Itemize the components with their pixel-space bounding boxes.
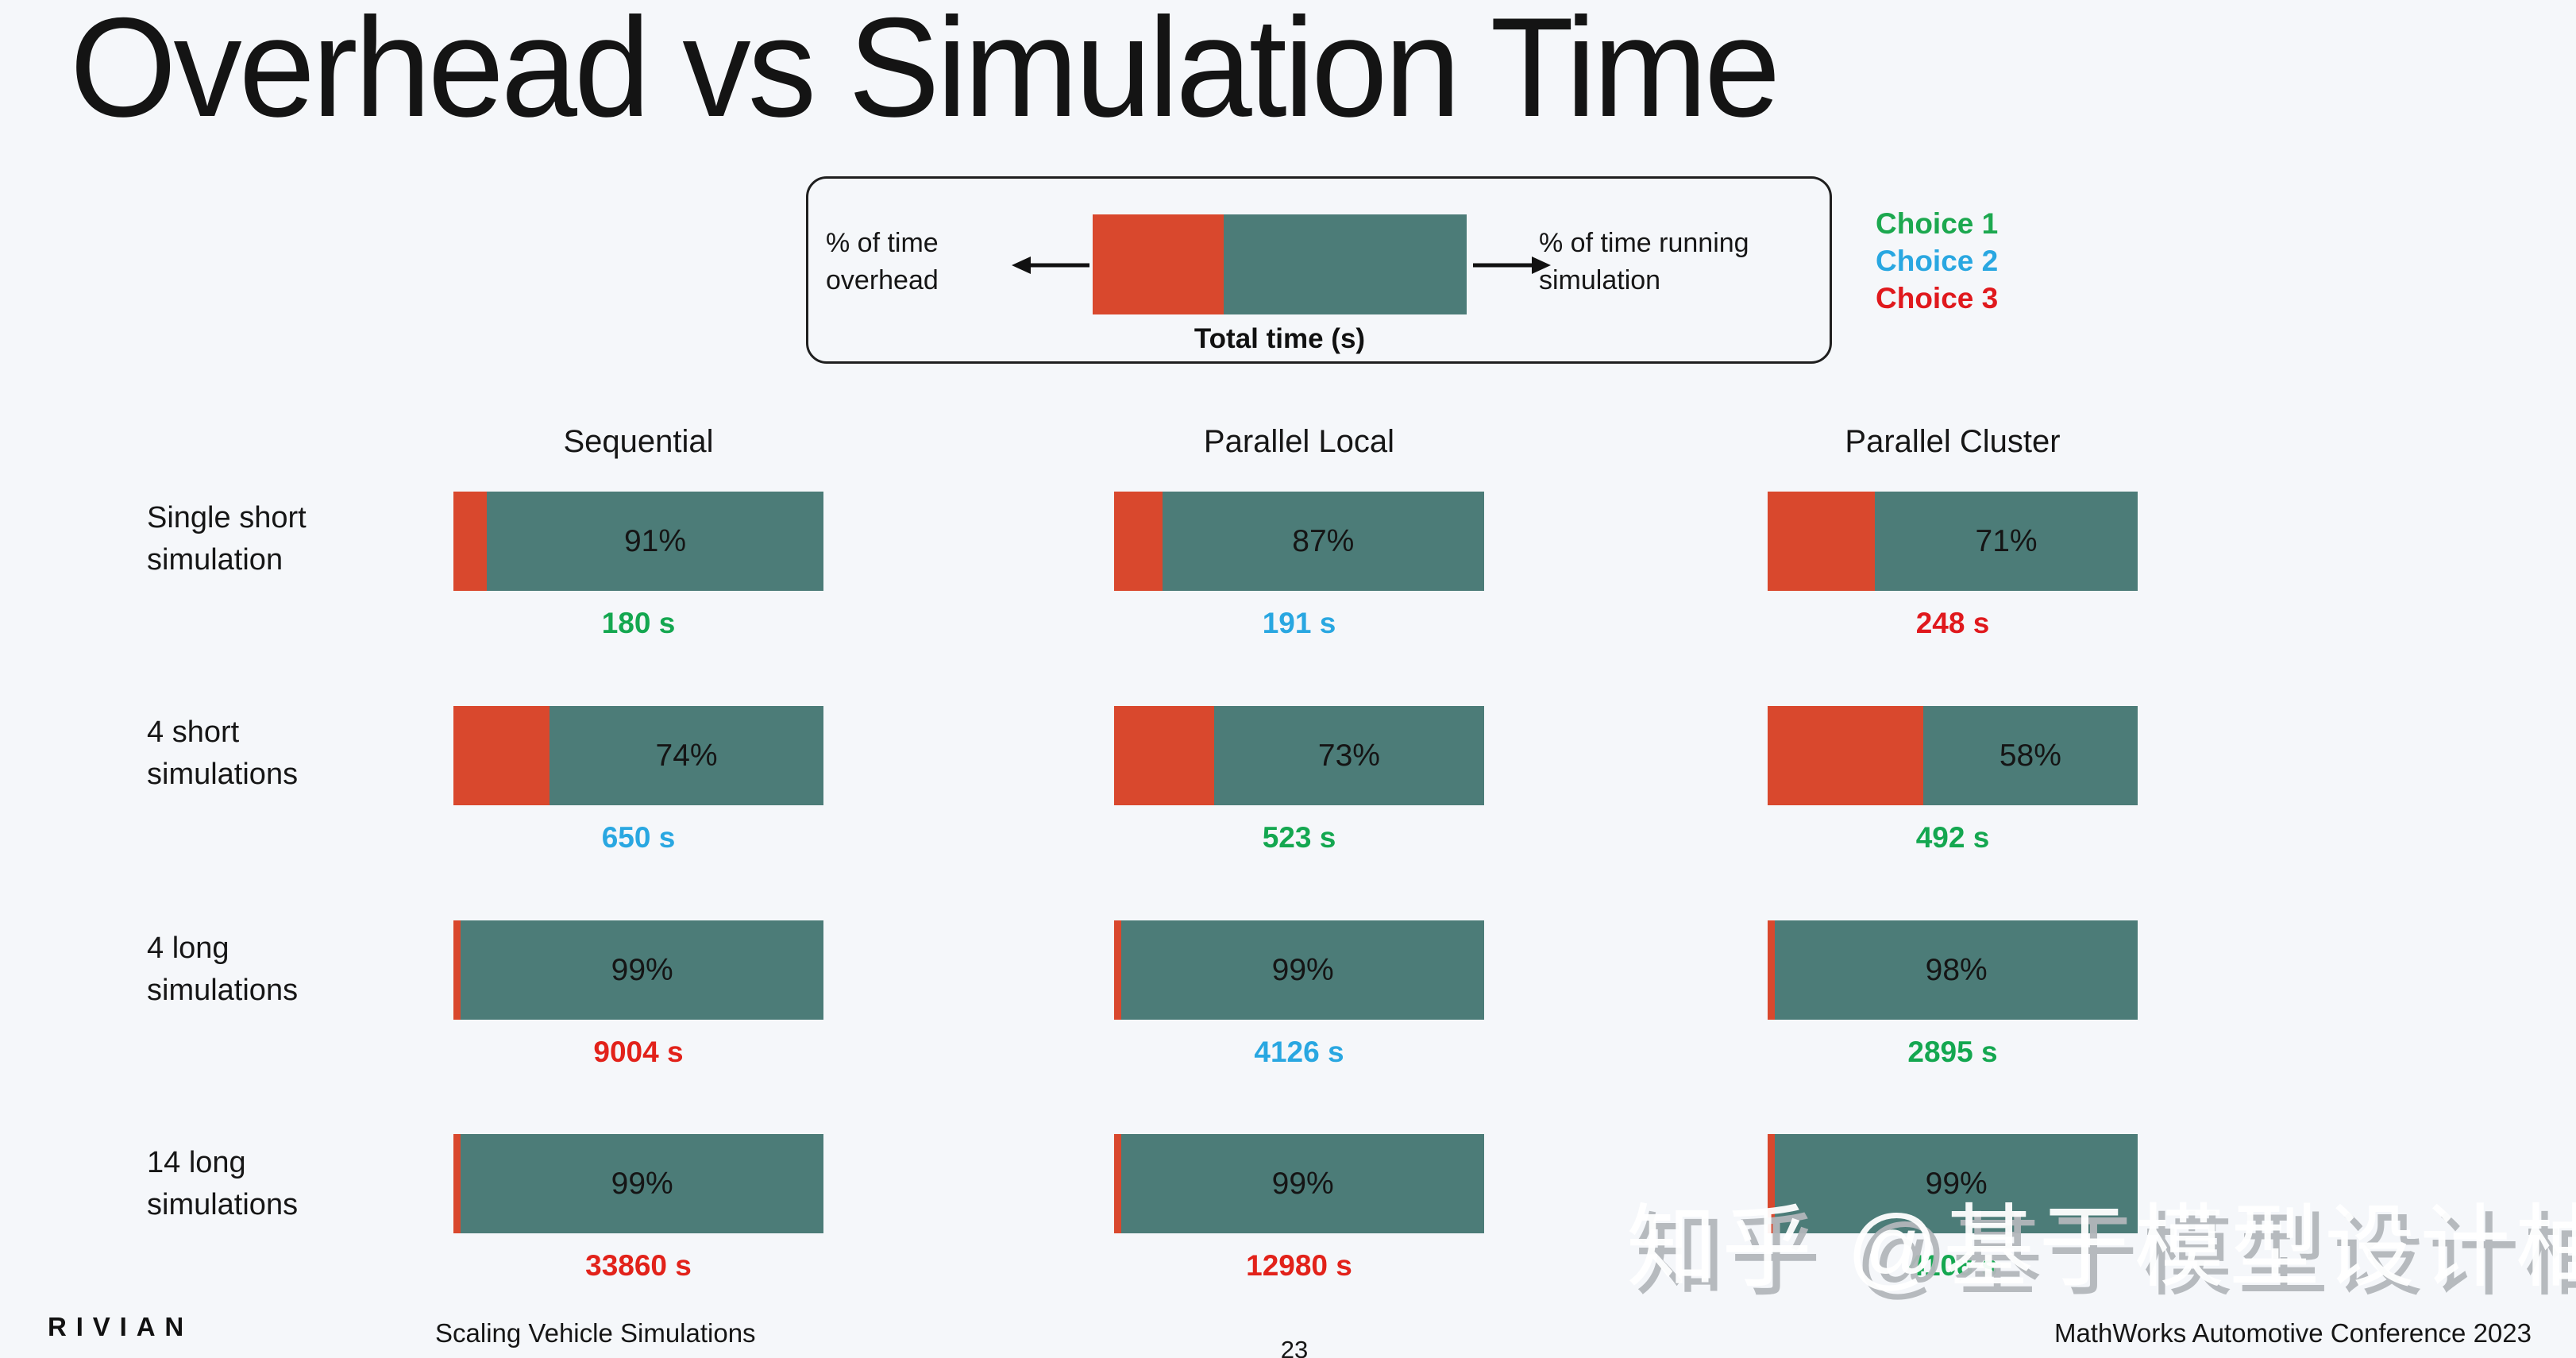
row-label-4-short: 4 short simulations — [147, 716, 299, 791]
choices-list: Choice 1 Choice 2 Choice 3 — [1876, 205, 1998, 317]
simulation-percent-label: 99% — [1271, 1166, 1334, 1201]
simulation-percent-label: 73% — [1317, 738, 1380, 773]
chart-cell: 71% 248 s — [1768, 492, 2138, 640]
simulation-segment: 99% — [1775, 1134, 2138, 1233]
overhead-segment — [1114, 706, 1214, 805]
footer-deck-title: Scaling Vehicle Simulations — [435, 1318, 756, 1348]
stacked-bar: 98% — [1768, 920, 2138, 1020]
stacked-bar: 99% — [1768, 1134, 2138, 1233]
overhead-segment — [1114, 492, 1163, 591]
column-header-sequential: Sequential — [563, 424, 714, 459]
simulation-percent-label: 99% — [1271, 952, 1334, 987]
simulation-segment: 74% — [550, 706, 823, 805]
total-time-label: 492 s — [1915, 821, 1990, 854]
simulation-segment: 91% — [486, 492, 823, 591]
row-label-single-short: Single short simulation — [147, 501, 307, 577]
simulation-percent-label: 87% — [1292, 523, 1355, 558]
stacked-bar: 58% — [1768, 706, 2138, 805]
chart-cell: 99% 33860 s — [453, 1134, 823, 1283]
chart-cell: 98% 2895 s — [1768, 920, 2138, 1069]
legend-overhead-segment — [1093, 214, 1224, 314]
footer-conference: MathWorks Automotive Conference 2023 — [2053, 1318, 2532, 1348]
choice-3-label: Choice 3 — [1876, 282, 1999, 314]
simulation-segment: 99% — [461, 1134, 823, 1233]
simulation-percent-label: 99% — [611, 952, 673, 987]
total-time-label: 180 s — [601, 607, 676, 639]
total-time-label: 4108 s — [1907, 1249, 1998, 1282]
arrow-right-icon — [1473, 257, 1551, 274]
total-time-label: 523 s — [1262, 821, 1336, 854]
simulation-percent-label: 91% — [623, 523, 686, 558]
chart-cell: 91% 180 s — [453, 492, 823, 640]
simulation-segment: 99% — [1121, 1134, 1484, 1233]
legend-overhead-label: % of time overhead — [826, 228, 939, 295]
overhead-segment — [1768, 706, 1923, 805]
simulation-percent-label: 71% — [1975, 523, 2038, 558]
simulation-segment: 58% — [1922, 706, 2138, 805]
chart-cell: 74% 650 s — [453, 706, 823, 855]
row-label-14-long: 14 long simulations — [147, 1146, 299, 1221]
overhead-segment — [453, 706, 550, 805]
chart-cell: 58% 492 s — [1768, 706, 2138, 855]
total-time-label: 9004 s — [593, 1036, 684, 1068]
overhead-segment — [1768, 920, 1776, 1020]
total-time-label: 2895 s — [1907, 1036, 1998, 1068]
overhead-segment — [1114, 1134, 1122, 1233]
simulation-segment: 99% — [461, 920, 823, 1020]
column-header-parallel-local: Parallel Local — [1203, 424, 1395, 459]
stacked-bar: 91% — [453, 492, 823, 591]
choice-2-label: Choice 2 — [1876, 245, 1999, 277]
total-time-label: 12980 s — [1246, 1249, 1352, 1282]
simulation-percent-label: 58% — [1999, 738, 2061, 773]
legend-simulation-label: % of time running simulation — [1539, 228, 1749, 295]
overhead-segment — [453, 920, 461, 1020]
arrow-left-icon — [1012, 257, 1089, 274]
legend-sample-bar — [1093, 214, 1467, 314]
legend-simulation-segment — [1223, 214, 1467, 314]
chart-cell: 99% 4126 s — [1114, 920, 1484, 1069]
chart-cell: 99% 9004 s — [453, 920, 823, 1069]
legend-total-time-caption: Total time (s) — [1194, 323, 1366, 354]
simulation-segment: 99% — [1121, 920, 1484, 1020]
stacked-bar: 73% — [1114, 706, 1484, 805]
zhihu-watermark: 知乎 @基于模型设计柚子 — [1626, 1198, 2576, 1298]
total-time-label: 650 s — [601, 821, 676, 854]
simulation-percent-label: 99% — [611, 1166, 673, 1201]
stacked-bar: 74% — [453, 706, 823, 805]
simulation-percent-label: 98% — [1925, 952, 1988, 987]
total-time-label: 4126 s — [1254, 1036, 1344, 1068]
total-time-label: 33860 s — [585, 1249, 692, 1282]
page-number: 23 — [1280, 1336, 1309, 1358]
page-title: Overhead vs Simulation Time — [70, 0, 1780, 146]
stacked-bar: 87% — [1114, 492, 1484, 591]
stacked-bar: 71% — [1768, 492, 2138, 591]
chart-cell: 99% 4108 s — [1768, 1134, 2138, 1283]
simulation-percent-label: 99% — [1925, 1166, 1988, 1201]
total-time-label: 248 s — [1915, 607, 1990, 639]
simulation-segment: 71% — [1875, 492, 2138, 591]
stacked-bar: 99% — [1114, 1134, 1484, 1233]
stacked-bar: 99% — [453, 1134, 823, 1233]
legend-box: % of time overhead % of time running sim… — [806, 176, 1832, 364]
simulation-segment: 87% — [1162, 492, 1484, 591]
simulation-segment: 73% — [1213, 706, 1484, 805]
chart-cell: 87% 191 s — [1114, 492, 1484, 640]
chart-cell: 73% 523 s — [1114, 706, 1484, 855]
row-label-4-long: 4 long simulations — [147, 932, 299, 1007]
overhead-segment — [1768, 492, 1876, 591]
chart-cell: 99% 12980 s — [1114, 1134, 1484, 1283]
stacked-bar: 99% — [453, 920, 823, 1020]
overhead-segment — [453, 1134, 461, 1233]
column-header-parallel-cluster: Parallel Cluster — [1845, 424, 2061, 459]
stacked-bar: 99% — [1114, 920, 1484, 1020]
overhead-segment — [453, 492, 487, 591]
overhead-segment — [1114, 920, 1122, 1020]
choice-1-label: Choice 1 — [1876, 207, 1999, 240]
total-time-label: 191 s — [1262, 607, 1336, 639]
overhead-segment — [1768, 1134, 1776, 1233]
simulation-percent-label: 74% — [655, 738, 718, 773]
simulation-segment: 98% — [1775, 920, 2138, 1020]
rivian-logo: RIVIAN — [48, 1312, 194, 1341]
